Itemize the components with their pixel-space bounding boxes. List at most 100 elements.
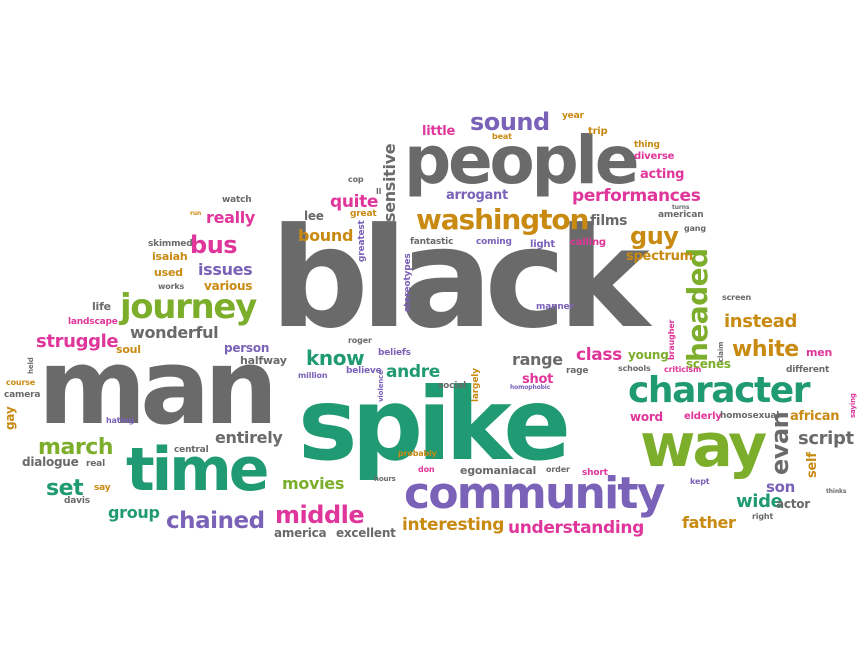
word-african: african [790,409,840,424]
word-thinks: thinks [826,488,847,495]
word-beat: beat [492,132,512,141]
word-community: community [404,468,665,519]
word-screen: screen [722,293,752,302]
word-entirely: entirely [215,428,283,447]
word-black: black [270,198,650,359]
word-middle: middle [275,501,365,529]
word-andre: andre [386,362,440,382]
word-performances: performances [572,186,701,206]
word-young: young [628,348,669,362]
word-schools: schools [618,364,651,373]
word-really: really [206,208,256,227]
word-believe: believe [346,366,382,376]
word-held: held [27,357,35,374]
word-bound: bound [298,226,354,245]
word-run: run [190,210,202,217]
word-march: march [38,435,114,460]
word-self: self [805,452,820,478]
word-saying: saying [849,393,857,418]
word-white: white [732,337,799,362]
word-guy: guy [630,222,679,250]
word-different: different [786,365,830,375]
word-excellent: excellent [336,526,396,540]
word-movies: movies [282,474,345,493]
word-american: american [658,210,704,220]
word-chained: chained [166,508,265,534]
word-probably: probably [398,449,437,458]
word-trip: trip [588,126,608,137]
word-person: person [224,341,270,355]
word-watch: watch [222,195,252,205]
word-sensitive: sensitive [380,143,399,222]
word-lee: lee [304,209,324,223]
word-spectrum: spectrum [626,249,693,264]
word-gay: gay [3,406,17,430]
word-gang: gang [684,224,706,233]
word-son: son [766,478,796,496]
word-hating: hating [106,416,135,425]
word-manner: manner [536,302,574,312]
word-course: course [6,378,36,387]
word-scenes: scenes [686,357,731,371]
word-fantastic: fantastic [410,237,454,247]
word-kept: kept [690,477,710,486]
word-cop: cop [348,175,364,184]
word-used: used [154,266,183,279]
word-real: real [86,459,105,469]
word-violence: violence [377,370,385,402]
word-washington: washington [416,203,589,236]
word-great: great [350,209,377,219]
word-bus: bus [190,231,238,259]
word-instead: instead [724,311,798,332]
word-group: group [108,503,160,522]
word-films: films [590,213,628,229]
word-homosexual: homosexual [720,411,780,421]
word-davis: davis [64,496,90,506]
word-homophobic: homophobic [510,384,551,391]
word-criticism: criticism [664,365,702,374]
word-greatest: greatest [357,220,367,262]
word-set: set [46,476,84,501]
word-dialogue: dialogue [22,455,79,469]
word-actor: actor [776,497,810,511]
word-coming: coming [476,237,512,247]
word-roger: roger [348,336,372,345]
word-way: way [640,411,767,481]
word-right: right [752,512,774,521]
word-hours: hours [374,475,396,483]
word-year: year [562,111,584,121]
word-range: range [512,350,563,369]
word-skimmed: skimmed [148,239,193,249]
word-wide: wide [736,491,783,512]
word-turns: turns [672,204,690,211]
word-say: say [94,483,111,493]
word-camera: camera [4,390,41,400]
word-class: class [576,345,622,365]
word-isaiah: isaiah [152,250,188,263]
word-social: social [438,381,467,391]
word-acting: acting [640,167,685,182]
word-journey: journey [120,287,257,327]
word-rage: rage [566,366,589,376]
word-order: order [546,465,570,474]
word-spike: spike [298,366,571,483]
word-short: short [582,468,608,478]
word-interesting: interesting [402,515,505,535]
word-diverse: diverse [634,151,675,162]
word-stereotypes: stereotypes [403,253,413,312]
word-halfway: halfway [240,354,287,367]
word-struggle: struggle [36,331,119,352]
word-largely: largely [471,368,481,402]
word-shot: shot [522,372,554,387]
word-headed: headed [681,248,714,362]
word-life: life [92,300,111,313]
word-soul: soul [116,343,141,356]
word-landscape: landscape [68,317,118,327]
word-father: father [682,513,736,532]
word-character: character [628,370,811,411]
word-people: people [404,122,639,199]
word-ll: ll [376,187,382,196]
word-sound: sound [470,108,550,136]
word-understanding: understanding [508,518,644,538]
word-know: know [306,346,365,370]
